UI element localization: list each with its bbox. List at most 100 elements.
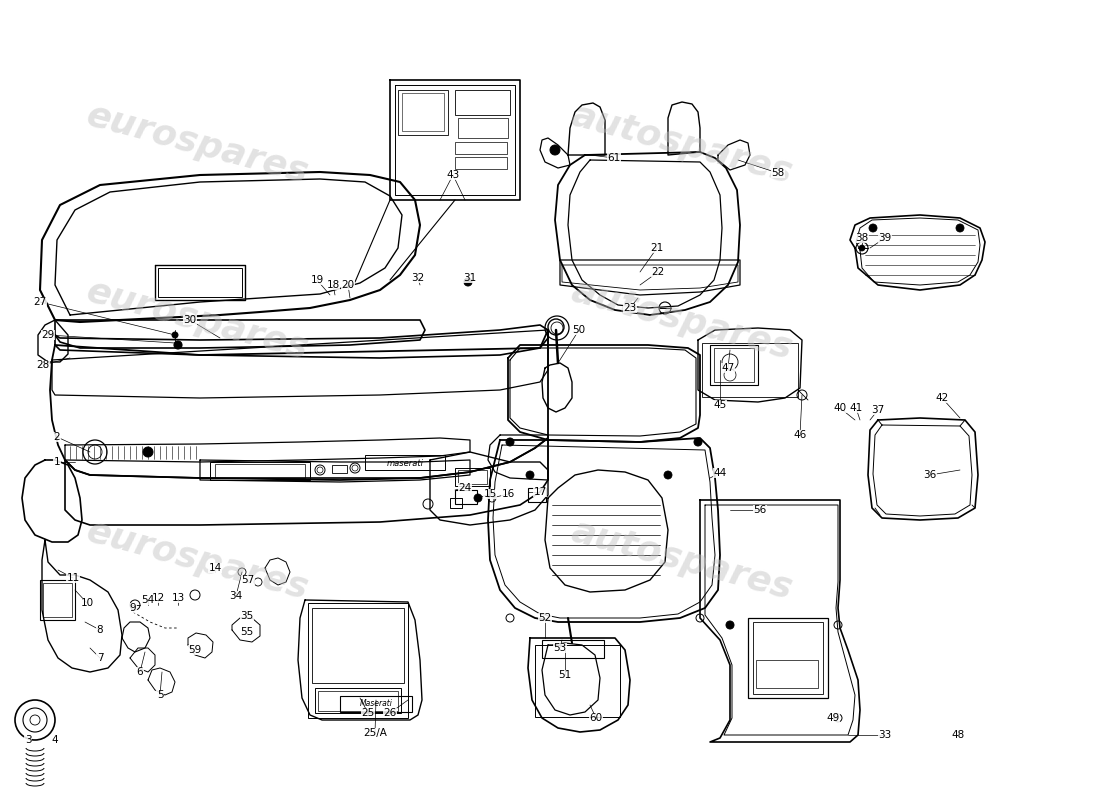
- Bar: [398, 90, 448, 135]
- Circle shape: [694, 438, 702, 446]
- Text: 16: 16: [502, 489, 515, 499]
- Text: 15: 15: [483, 489, 496, 499]
- Text: 34: 34: [230, 591, 243, 601]
- Text: 57: 57: [241, 575, 254, 585]
- Text: 24: 24: [459, 483, 472, 493]
- Text: 37: 37: [871, 405, 884, 415]
- Circle shape: [464, 278, 472, 286]
- Bar: [340, 696, 412, 712]
- Circle shape: [664, 471, 672, 479]
- Text: 58: 58: [771, 168, 784, 178]
- Text: 26: 26: [384, 708, 397, 718]
- Bar: [158, 268, 242, 297]
- Text: 60: 60: [590, 713, 603, 723]
- Circle shape: [726, 621, 734, 629]
- Text: 8: 8: [97, 625, 103, 635]
- Bar: [312, 608, 404, 683]
- Text: 29: 29: [42, 330, 55, 340]
- Bar: [43, 583, 72, 617]
- Text: 4: 4: [52, 735, 58, 745]
- Text: 46: 46: [793, 430, 806, 440]
- Text: 38: 38: [856, 233, 869, 243]
- Text: 55: 55: [241, 627, 254, 637]
- Text: 45: 45: [714, 400, 727, 410]
- Text: 20: 20: [341, 280, 354, 290]
- Text: 27: 27: [33, 297, 46, 307]
- Text: 23: 23: [624, 303, 637, 313]
- Text: 2: 2: [54, 432, 60, 442]
- Text: 10: 10: [80, 598, 94, 608]
- Bar: [308, 603, 408, 718]
- Bar: [754, 622, 823, 694]
- Text: 36: 36: [923, 470, 936, 480]
- Text: 41: 41: [849, 403, 862, 413]
- Bar: [40, 580, 75, 620]
- Text: 6: 6: [136, 667, 143, 677]
- Text: 53: 53: [553, 643, 566, 653]
- Text: autospares: autospares: [568, 98, 796, 190]
- Text: 17: 17: [534, 487, 547, 497]
- Text: 42: 42: [935, 393, 948, 403]
- Text: 59: 59: [188, 645, 201, 655]
- Circle shape: [526, 471, 534, 479]
- Text: 25/A: 25/A: [363, 728, 387, 738]
- Text: 21: 21: [650, 243, 663, 253]
- Bar: [450, 498, 462, 508]
- Bar: [455, 90, 510, 115]
- Circle shape: [172, 332, 178, 338]
- Text: 61: 61: [607, 153, 620, 163]
- Text: 30: 30: [184, 315, 197, 325]
- Bar: [318, 691, 398, 711]
- Text: 43: 43: [447, 170, 460, 180]
- Text: 51: 51: [559, 670, 572, 680]
- Circle shape: [869, 224, 877, 232]
- Circle shape: [474, 494, 482, 502]
- Text: 28: 28: [36, 360, 50, 370]
- Text: eurospares: eurospares: [84, 274, 312, 366]
- Bar: [714, 348, 754, 382]
- Text: eurospares: eurospares: [84, 514, 312, 606]
- Text: 5: 5: [156, 690, 163, 700]
- Text: 40: 40: [834, 403, 847, 413]
- Text: 14: 14: [208, 563, 221, 573]
- Circle shape: [956, 224, 964, 232]
- Text: 33: 33: [879, 730, 892, 740]
- Text: Maserati: Maserati: [360, 699, 393, 709]
- Text: 19: 19: [310, 275, 323, 285]
- Bar: [542, 640, 604, 658]
- Bar: [458, 118, 508, 138]
- Text: 18: 18: [327, 280, 340, 290]
- Text: 13: 13: [172, 593, 185, 603]
- Bar: [455, 157, 507, 169]
- Bar: [455, 468, 490, 486]
- Bar: [315, 688, 402, 713]
- Bar: [702, 343, 798, 397]
- Bar: [458, 470, 487, 484]
- Text: 35: 35: [241, 611, 254, 621]
- Bar: [748, 618, 828, 698]
- Text: 50: 50: [572, 325, 585, 335]
- Text: 52: 52: [538, 613, 551, 623]
- Text: autospares: autospares: [568, 274, 796, 366]
- Text: 39: 39: [879, 233, 892, 243]
- Text: maserati: maserati: [386, 458, 424, 467]
- Bar: [402, 93, 444, 131]
- Text: 1: 1: [54, 457, 60, 467]
- Text: 7: 7: [97, 653, 103, 663]
- Bar: [756, 660, 818, 688]
- Text: 54: 54: [142, 595, 155, 605]
- Bar: [710, 345, 758, 385]
- Bar: [365, 455, 446, 470]
- Circle shape: [506, 438, 514, 446]
- Circle shape: [143, 447, 153, 457]
- Circle shape: [859, 245, 865, 251]
- Text: autospares: autospares: [568, 514, 796, 606]
- Text: 32: 32: [411, 273, 425, 283]
- Text: 49: 49: [826, 713, 839, 723]
- Text: 47: 47: [722, 363, 735, 373]
- Text: 25: 25: [362, 708, 375, 718]
- Text: 44: 44: [714, 468, 727, 478]
- Bar: [528, 488, 546, 502]
- Bar: [535, 645, 620, 717]
- Circle shape: [550, 145, 560, 155]
